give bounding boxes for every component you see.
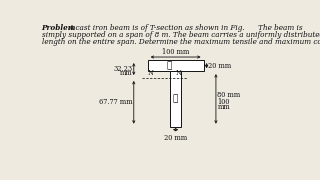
Text: ②: ② <box>173 94 178 103</box>
Text: mm: mm <box>218 103 230 111</box>
Text: 32.23: 32.23 <box>113 65 132 73</box>
Bar <box>170 71 181 127</box>
Text: 80 mm: 80 mm <box>218 91 241 99</box>
Text: 20 mm: 20 mm <box>208 62 231 70</box>
Text: ①: ① <box>167 61 172 70</box>
Text: mm: mm <box>119 69 132 77</box>
Text: simply supported on a span of 8 m. The beam carries a uniformly distributed load: simply supported on a span of 8 m. The b… <box>42 31 320 39</box>
Text: N: N <box>148 69 154 77</box>
Text: Problem: Problem <box>42 24 76 32</box>
Text: 67.77 mm: 67.77 mm <box>99 98 132 106</box>
Bar <box>148 60 204 71</box>
Text: 100 mm: 100 mm <box>162 48 189 56</box>
Text: 100: 100 <box>218 98 230 106</box>
Text: A cast iron beam is of T-section as shown in Fig.      The beam is: A cast iron beam is of T-section as show… <box>69 24 303 32</box>
Text: 20 mm: 20 mm <box>164 134 187 141</box>
Text: N: N <box>175 69 181 77</box>
Text: length on the entire span. Determine the maximum tensile and maximum compressive: length on the entire span. Determine the… <box>42 38 320 46</box>
